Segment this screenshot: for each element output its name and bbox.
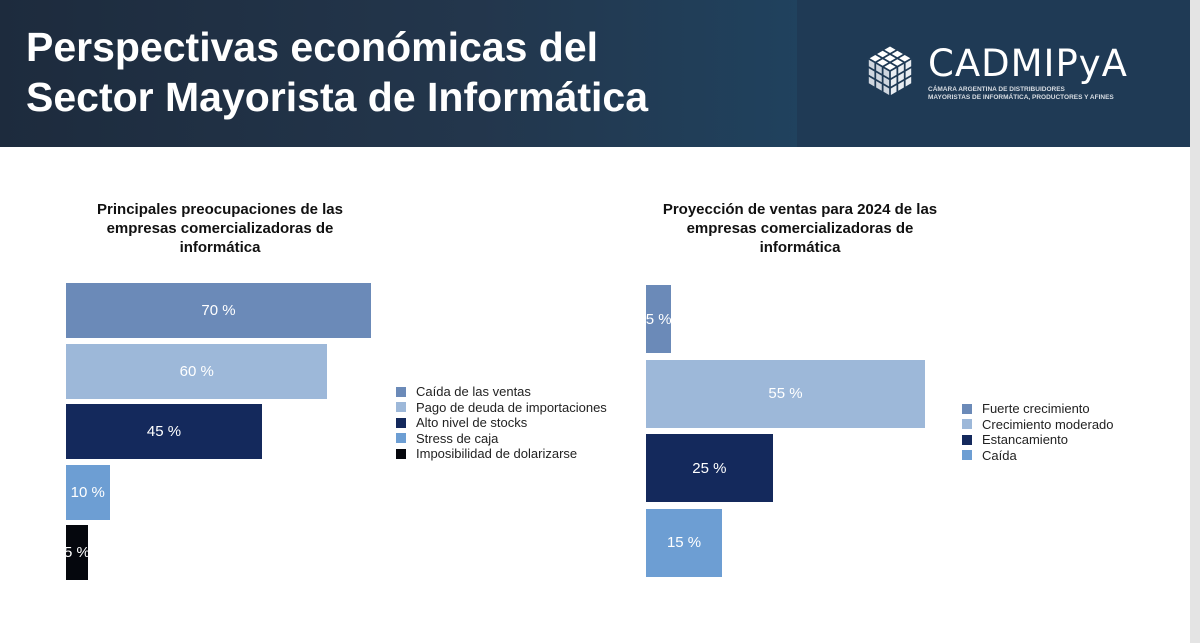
chart-1-legend-label: Stress de caja [416, 430, 499, 446]
chart-2-bar-label: 15 % [666, 534, 702, 551]
logo-cube-cell [898, 72, 904, 83]
chart-2-legend-swatch [962, 419, 972, 430]
chart-2-bar: 5 % [646, 285, 672, 353]
logo-subtitle: CÁMARA ARGENTINA DE DISTRIBUIDORES MAYOR… [928, 86, 1114, 102]
logo-cube-cell [876, 72, 882, 83]
logo-cube-cell [884, 63, 896, 70]
logo-cube-cell [884, 46, 896, 53]
chart-1-bar-label: 10 % [70, 483, 105, 501]
chart-1-bar-label: 5 % [66, 544, 88, 561]
chart-2-bar: 55 % [646, 359, 925, 428]
chart-2-legend-item: Caída [962, 448, 1114, 464]
chart-1-legend-swatch [396, 402, 406, 413]
logo-subtitle-line-1: CÁMARA ARGENTINA DE DISTRIBUIDORES [928, 86, 1065, 93]
logo-cube-cell [868, 68, 875, 78]
chart-1-bar: 60 % [66, 343, 328, 399]
chart-2-bar: 25 % [646, 434, 773, 502]
chart-1-bar-label: 60 % [179, 362, 214, 380]
title-line-2: Sector Mayorista de Informática [26, 74, 649, 120]
chart-1-legend-label: Pago de deuda de importaciones [416, 399, 607, 415]
chart-1-legend-swatch [396, 433, 406, 444]
logo-cube-cell [890, 68, 897, 78]
logo-cube-cell [890, 85, 897, 95]
logo-cube-cell [876, 64, 882, 74]
cube-logo-icon [868, 46, 912, 95]
chart-2-title-line-1: Proyección de ventas para 2024 de las [662, 201, 938, 218]
chart-1-legend-swatch [396, 417, 406, 428]
logo-cube-cell [876, 81, 882, 91]
chart-1-legend-swatch [396, 386, 406, 397]
chart-2-legend-label: Fuerte crecimiento [982, 401, 1090, 417]
chart-2-legend-swatch [962, 403, 972, 414]
logo-cube-cell [883, 85, 890, 95]
logo-cube-cell [883, 76, 890, 87]
logo-name: CADMIPyA [928, 42, 1128, 85]
page-title: Perspectivas económicas del Sector Mayor… [26, 22, 648, 122]
chart-2-bar-label: 25 % [692, 459, 727, 477]
chart-2-bar-label: 5 % [646, 310, 672, 328]
chart-1-legend: Caída de las ventas Pago de deuda de impo… [396, 384, 607, 462]
logo-cube-cell [905, 76, 912, 87]
chart-1-legend-label: Alto nivel de stocks [416, 415, 528, 431]
chart-2-legend-swatch [962, 434, 972, 445]
logo-cube-cell [890, 76, 897, 87]
header-banner: Perspectivas económicas del Sector Mayor… [0, 0, 1190, 147]
chart-1-legend-item: Stress de caja [396, 431, 607, 447]
window-edge [1190, 0, 1200, 643]
cadmipya-logo: CADMIPyA CÁMARA ARGENTINA DE DISTRIBUIDO… [860, 40, 1140, 110]
logo-cube-cell [898, 64, 904, 74]
chart-2-legend-item: Fuerte crecimiento [962, 401, 1114, 417]
chart-2-title: Proyección de ventas para 2024 de las em… [645, 200, 955, 257]
logo-cube-cell [868, 76, 875, 87]
logo-cube-cell [899, 55, 911, 62]
chart-1-bar: 10 % [66, 464, 110, 520]
logo-cube-cell [884, 55, 896, 62]
chart-1-title-line-2: empresas comercializadoras de [106, 220, 334, 237]
logo-cube-cell [898, 81, 904, 91]
chart-1-bar: 70 % [66, 283, 371, 338]
chart-1-legend-item: Alto nivel de stocks [396, 415, 607, 431]
logo-cube-cell [877, 50, 889, 58]
chart-1-legend-label: Caída de las ventas [416, 384, 531, 400]
logo-cube-cell [891, 59, 903, 66]
chart-1-title-line-3: informática [179, 239, 261, 256]
chart-1-title-line-1: Principales preocupaciones de las [97, 201, 343, 218]
chart-1-legend-item: Caída de las ventas [396, 384, 607, 400]
chart-1-bar-label: 70 % [201, 302, 236, 319]
chart-2-title-line-2: empresas comercializadoras de [686, 220, 914, 237]
logo-cube-cell [883, 68, 890, 78]
chart-1-legend-item: Pago de deuda de importaciones [396, 400, 607, 416]
chart-2-legend-label: Caída [982, 447, 1017, 463]
chart-1-legend-item: Imposibilidad de dolarizarse [396, 446, 607, 462]
logo-cube-cell [905, 68, 912, 78]
chart-2-bar-label: 55 % [768, 385, 803, 402]
chart-1-title: Principales preocupaciones de las empres… [66, 200, 374, 257]
chart-2-title-line-3: informática [759, 239, 841, 256]
chart-1-legend-label: Imposibilidad de dolarizarse [416, 446, 578, 462]
chart-2-legend-label: Estancamiento [982, 432, 1068, 448]
chart-2-legend-item: Estancamiento [962, 432, 1114, 448]
chart-1-bar-label: 45 % [146, 423, 182, 440]
chart-2-legend: Fuerte crecimiento Crecimiento moderado Es… [962, 401, 1114, 463]
chart-1-bar: 5 % [66, 525, 88, 580]
logo-cube-cell [868, 59, 875, 70]
chart-2-legend-swatch [962, 450, 972, 461]
logo-cube-cell [869, 55, 881, 62]
logo-cube-cell [891, 50, 903, 58]
logo-cube-cell [905, 59, 912, 70]
logo-cube-cell [877, 59, 889, 66]
chart-2-legend-item: Crecimiento moderado [962, 417, 1114, 433]
chart-2-legend-label: Crecimiento moderado [982, 416, 1114, 432]
chart-2-bar: 15 % [646, 508, 723, 577]
logo-panel [797, 0, 1190, 147]
title-line-1: Perspectivas económicas del [26, 24, 599, 70]
logo-subtitle-line-2: MAYORISTAS DE INFORMÁTICA, PRODUCTORES Y… [928, 94, 1114, 101]
chart-1-legend-swatch [396, 448, 406, 459]
chart-1-bar: 45 % [66, 404, 263, 459]
